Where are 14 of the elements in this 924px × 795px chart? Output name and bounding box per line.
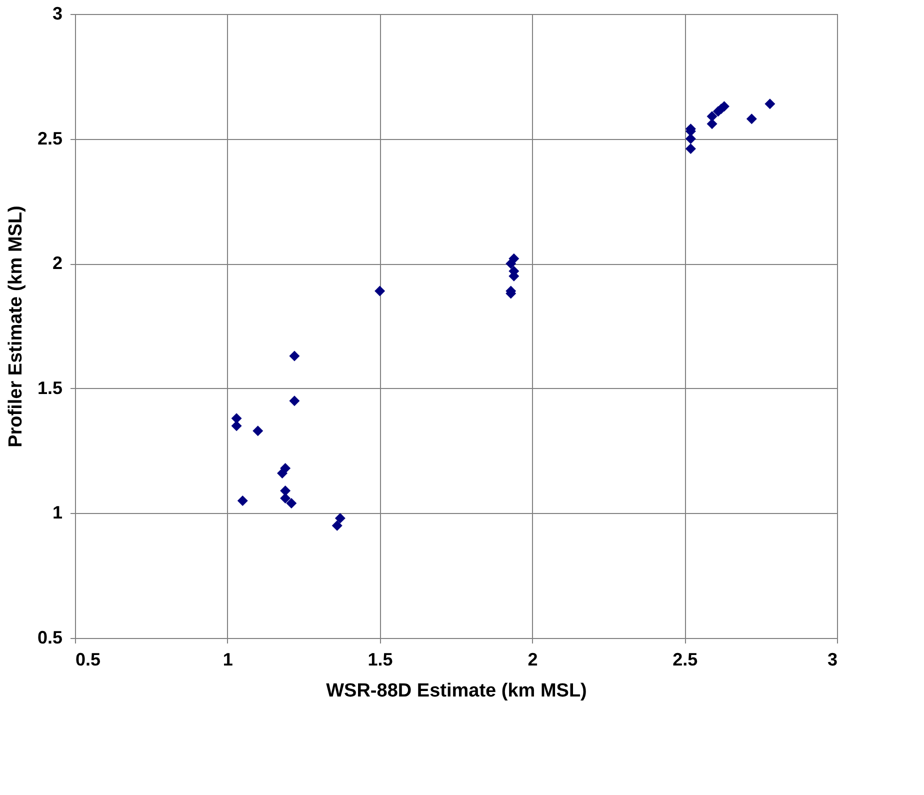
y-tick-label: 1 [52,502,62,523]
y-tick-label: 2 [52,253,62,274]
x-axis-title: WSR-88D Estimate (km MSL) [326,680,587,702]
x-tick-label: 3 [827,650,838,670]
y-tick-label: 3 [52,4,62,24]
y-tick-label: 2.5 [37,128,62,148]
y-axis-title: Profiler Estimate (km MSL) [5,206,26,448]
x-tick-label: 2.5 [672,650,698,670]
x-tick-label: 2 [528,650,538,670]
y-tick-label: 0.5 [37,628,62,648]
x-tick-label: 1 [222,650,233,670]
x-tick-label: 0.5 [76,650,101,670]
y-tick-label: 1.5 [37,378,62,398]
x-tick-label: 1.5 [368,650,393,670]
